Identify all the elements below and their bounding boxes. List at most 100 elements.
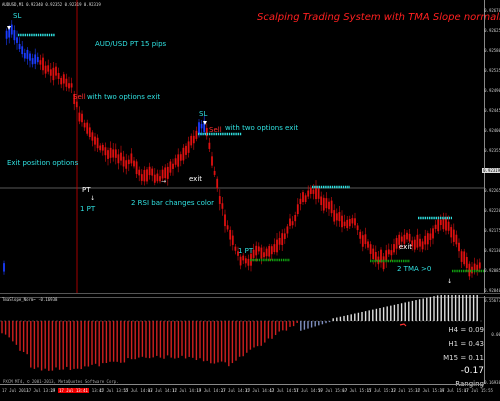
sell-arrow-marker: ↓: [90, 195, 95, 202]
candle-body: [187, 141, 190, 153]
price-tick-label: 0.92400: [484, 128, 500, 133]
candle-body: [393, 244, 395, 253]
candle-body: [270, 246, 273, 255]
price-tick-label: 0.92265: [484, 188, 500, 193]
time-tick-label: 17 Jul 14:51: [269, 388, 299, 393]
candle-body: [421, 241, 424, 250]
candle-body: [60, 77, 63, 85]
candle-body: [458, 242, 460, 252]
pane-separator[interactable]: [0, 293, 500, 298]
price-tick-label: 0.92535: [484, 68, 500, 73]
candle-body: [26, 49, 29, 59]
candle-body: [148, 166, 151, 176]
candle-body: [239, 256, 242, 266]
candle-body: [70, 83, 73, 88]
candle-body: [244, 258, 247, 264]
candle-body: [257, 246, 260, 252]
candle-body: [333, 210, 336, 222]
candle-body: [276, 239, 278, 253]
candle-body: [406, 232, 408, 240]
price-tick-label: 0.92580: [484, 48, 500, 53]
candle-body: [294, 215, 297, 222]
candle-body: [343, 221, 346, 227]
time-tick-label: 17 Jul 15:07: [318, 388, 347, 393]
candle-body: [86, 122, 89, 134]
price-chart[interactable]: → ↓ ↓: [0, 0, 484, 294]
candle-body: [338, 212, 341, 222]
indicator-tick-label: 0.55677: [484, 298, 500, 303]
candle-body: [367, 241, 369, 248]
candle-body: [81, 113, 83, 123]
candle-body: [156, 173, 159, 182]
h1-readout: H1 = 0.43: [448, 340, 484, 348]
one-pt-label-1: 1 PT: [80, 205, 96, 213]
candle-body: [442, 218, 445, 230]
candle-body: [408, 233, 411, 242]
exit-options-label-2: with two options exit: [225, 124, 299, 132]
candle-body: [317, 188, 320, 199]
candle-body: [221, 203, 224, 209]
candle-body: [216, 178, 219, 189]
indicator-histogram[interactable]: [0, 295, 484, 384]
candle-body: [382, 256, 385, 270]
candle-body: [439, 219, 442, 226]
candle-body: [122, 156, 125, 167]
candle-body: [10, 24, 13, 35]
candle-body: [260, 247, 263, 259]
time-tick-label: 17 Jul 14:59: [293, 388, 323, 393]
candle-body: [463, 251, 466, 265]
indicator-tick-label: 0.00: [491, 332, 500, 337]
exit-position-options: Exit position options: [7, 159, 79, 167]
candle-body: [380, 249, 382, 263]
candle-body: [229, 229, 232, 240]
candle-body: [172, 163, 174, 169]
pt-label: PT: [82, 186, 91, 194]
candle-body: [39, 60, 42, 65]
candle-body: [364, 234, 367, 245]
price-tick-label: 0.92670: [484, 8, 500, 13]
candle-body: [237, 251, 239, 256]
candle-body: [31, 58, 34, 65]
candle-body: [99, 145, 102, 151]
candle-body: [55, 66, 57, 76]
candle-body: [432, 228, 434, 239]
tma-label: 2 TMA >0: [397, 265, 432, 273]
time-tick-label: 17 Jul 14:19: [172, 388, 202, 393]
candle-body: [224, 214, 226, 227]
candle-body: [465, 256, 468, 269]
time-tick-label: 17 Jul 2013: [2, 388, 29, 393]
candle-body: [348, 218, 351, 227]
candle-body: [296, 204, 299, 214]
candle-body: [47, 65, 50, 72]
candle-body: [112, 149, 115, 158]
candle-body: [52, 67, 55, 81]
candle-body: [307, 190, 310, 197]
candle-body: [361, 235, 364, 247]
candle-body: [29, 53, 31, 61]
candle-body: [195, 130, 198, 139]
price-tick-label: 0.92490: [484, 88, 500, 93]
time-tick-label: 17 Jul 13:29: [26, 388, 56, 393]
candle-body: [21, 46, 24, 55]
candle-body: [286, 226, 289, 234]
candle-body: [192, 135, 195, 144]
candle-body: [174, 158, 177, 165]
candle-body: [3, 263, 5, 272]
candle-body: [265, 248, 268, 257]
candle-body: [138, 169, 141, 176]
candle-body: [255, 245, 258, 256]
candle-body: [208, 142, 211, 149]
candle-body: [312, 189, 315, 194]
candle-body: [164, 167, 167, 179]
candle-body: [78, 112, 81, 122]
candle-body: [75, 101, 78, 108]
price-tick-label: 0.92355: [484, 148, 500, 153]
candle-body: [94, 136, 96, 145]
histogram-bars: [1, 295, 478, 371]
candle-body: [200, 123, 203, 129]
candle-body: [13, 30, 16, 41]
sl-label-1: SL: [13, 12, 22, 20]
candle-body: [302, 192, 304, 202]
candle-body: [73, 94, 76, 104]
